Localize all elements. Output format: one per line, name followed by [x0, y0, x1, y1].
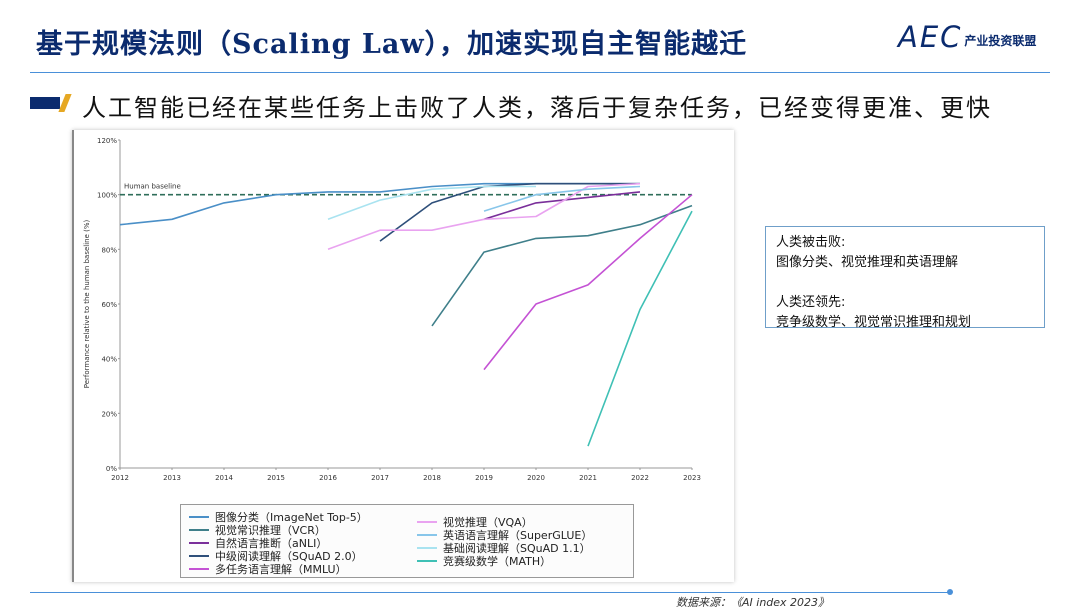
- legend-label: 竞赛级数学（MATH）: [443, 555, 552, 569]
- legend-swatch: [189, 529, 209, 531]
- legend-label: 视觉推理（VQA）: [443, 516, 533, 530]
- x-tick-label: 2020: [527, 474, 545, 482]
- legend-swatch: [189, 516, 209, 518]
- x-tick-label: 2016: [319, 474, 337, 482]
- x-tick-label: 2022: [631, 474, 649, 482]
- logo: AEC 产业投资联盟: [898, 22, 1036, 52]
- note-beaten-heading: 人类被击败:: [776, 235, 846, 250]
- data-source: 数据来源：《AI index 2023》: [676, 596, 830, 609]
- series-line-3: [379, 182, 640, 242]
- legend-swatch: [417, 547, 437, 550]
- series-line-2: [483, 191, 641, 221]
- legend-item-5: 视觉推理（VQA）: [417, 514, 533, 530]
- series-line-7: [327, 185, 536, 221]
- legend-item-1: 视觉常识推理（VCR）: [189, 522, 326, 538]
- y-tick-label: 0%: [106, 465, 117, 473]
- legend-swatch: [417, 560, 437, 563]
- x-tick-label: 2012: [111, 474, 129, 482]
- legend-item-0: 图像分类（ImageNet Top-5）: [189, 509, 368, 525]
- logo-text: 产业投资联盟: [964, 34, 1037, 48]
- note-beaten-tasks: 图像分类、视觉推理和英语理解: [776, 255, 959, 270]
- legend-swatch: [189, 568, 209, 570]
- series-line-0: [119, 182, 640, 226]
- x-tick-label: 2018: [423, 474, 441, 482]
- x-tick-label: 2014: [215, 474, 233, 482]
- y-tick-label: 60%: [101, 301, 117, 309]
- legend-swatch: [417, 521, 437, 524]
- y-tick-label: 120%: [97, 137, 117, 145]
- x-tick-label: 2015: [267, 474, 285, 482]
- y-tick-label: 20%: [101, 410, 117, 418]
- series-line-1: [431, 204, 693, 327]
- legend-label: 中级阅读理解（SQuAD 2.0）: [215, 550, 363, 563]
- human-baseline-label: Human baseline: [124, 183, 181, 191]
- y-tick-label: 100%: [97, 192, 117, 200]
- series-line-8: [587, 210, 693, 447]
- legend-label: 英语语言理解（SuperGLUE）: [443, 529, 593, 543]
- legend-label: 自然语言推断（aNLI）: [215, 537, 328, 550]
- legend-item-7: 基础阅读理解（SQuAD 1.1）: [417, 540, 591, 556]
- summary-note: 人类被击败: 图像分类、视觉推理和英语理解 人类还领先: 竞争级数学、视觉常识推…: [765, 226, 1045, 330]
- legend-label: 多任务语言理解（MMLU）: [215, 563, 347, 576]
- subtitle-slash-decoration: [58, 94, 72, 112]
- legend-swatch: [189, 555, 209, 557]
- note-leading-tasks: 竞争级数学、视觉常识推理和规划: [776, 315, 972, 330]
- legend-swatch: [417, 534, 437, 537]
- legend-swatch: [189, 542, 209, 544]
- x-tick-label: 2013: [163, 474, 181, 482]
- legend-item-3: 中级阅读理解（SQuAD 2.0）: [189, 548, 363, 564]
- logo-mark: AEC: [898, 20, 963, 54]
- line-chart: 0% 20% 40% 60% 80% 100% 120% 2012 2013 2014 2015 20…: [83, 137, 701, 482]
- chart-legend: 图像分类（ImageNet Top-5） 视觉常识推理（VCR） 自然语言推断（aN…: [180, 504, 634, 578]
- x-tick-label: 2023: [683, 474, 701, 482]
- series-line-4: [483, 194, 693, 371]
- bottom-divider-dot: [947, 589, 953, 595]
- note-leading-heading: 人类还领先:: [776, 295, 846, 310]
- legend-item-4: 多任务语言理解（MMLU）: [189, 561, 347, 577]
- y-axis-label: Performance relative to the human baseli…: [83, 219, 91, 388]
- page-title: 基于规模法则（Scaling Law），加速实现自主智能越迁: [36, 29, 748, 60]
- y-tick-label: 80%: [101, 246, 117, 254]
- x-tick-label: 2021: [579, 474, 597, 482]
- bottom-divider: [30, 592, 950, 593]
- legend-item-6: 英语语言理解（SuperGLUE）: [417, 527, 592, 543]
- legend-label: 基础阅读理解（SQuAD 1.1）: [443, 542, 591, 556]
- subtitle-bar-decoration: [30, 97, 60, 109]
- top-divider: [30, 72, 1050, 73]
- legend-item-2: 自然语言推断（aNLI）: [189, 535, 327, 551]
- y-tick-label: 40%: [101, 356, 117, 364]
- chart-panel: 0% 20% 40% 60% 80% 100% 120% 2012 2013 2014 2015 20…: [72, 130, 734, 582]
- legend-label: 图像分类（ImageNet Top-5）: [215, 511, 368, 524]
- subtitle: 人工智能已经在某些任务上击败了人类，落后于复杂任务，已经变得更准、更快: [82, 94, 992, 122]
- series-line-6: [483, 185, 641, 212]
- x-tick-label: 2017: [371, 474, 389, 482]
- legend-item-8: 竞赛级数学（MATH）: [417, 553, 551, 569]
- x-tick-label: 2019: [475, 474, 493, 482]
- series-line-5: [327, 182, 641, 251]
- legend-label: 视觉常识推理（VCR）: [215, 524, 326, 537]
